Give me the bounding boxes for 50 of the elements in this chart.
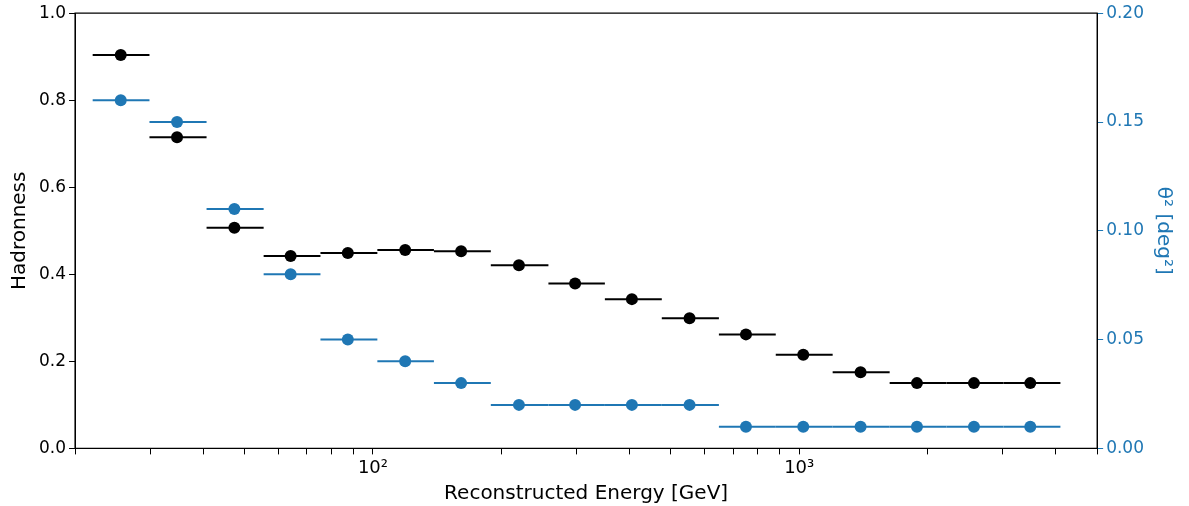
point: [341, 247, 354, 259]
point: [967, 420, 980, 433]
point: [910, 377, 923, 390]
point: [114, 48, 127, 61]
x-tick-label: 10²: [357, 455, 389, 477]
point: [797, 420, 810, 433]
point: [228, 221, 241, 234]
point: [399, 243, 412, 256]
point: [1024, 420, 1037, 433]
y-tick-label: 0.6: [38, 175, 67, 196]
point: [228, 203, 241, 216]
y-tick-label: 0.8: [38, 88, 67, 109]
point: [341, 333, 354, 346]
y-tick-label: 0.2: [38, 349, 67, 370]
point: [967, 377, 980, 390]
point: [854, 420, 867, 433]
point: [569, 398, 582, 411]
y2-tick-label: 0.20: [1106, 1, 1145, 22]
point: [625, 293, 638, 306]
point: [399, 355, 412, 368]
x-tick-label: 10³: [784, 455, 815, 477]
point: [910, 420, 923, 433]
point: [739, 328, 752, 341]
point: [683, 312, 696, 325]
y2-axis-title: θ² [deg²]: [1152, 186, 1177, 275]
x-axis-title: Reconstructed Energy [GeV]: [444, 480, 729, 505]
point: [683, 398, 696, 411]
point: [114, 94, 127, 107]
point: [284, 268, 297, 281]
y-tick-label: 0.0: [38, 436, 67, 457]
point: [284, 250, 297, 263]
point: [854, 366, 867, 379]
y-tick-label: 1.0: [38, 1, 67, 22]
point: [569, 277, 582, 290]
point: [1024, 377, 1037, 390]
point: [171, 116, 184, 128]
point: [797, 348, 810, 361]
y2-tick-label: 0.15: [1106, 110, 1145, 131]
y-axis-title: Hadronness: [6, 171, 31, 291]
point: [512, 398, 525, 411]
point: [739, 420, 752, 433]
y-tick-label: 0.4: [38, 262, 67, 283]
y2-tick-label: 0.00: [1106, 436, 1145, 457]
y2-tick-label: 0.10: [1106, 219, 1145, 240]
point: [455, 377, 468, 390]
point: [455, 245, 468, 258]
y2-tick-label: 0.05: [1106, 328, 1145, 349]
point: [512, 259, 525, 272]
point: [625, 398, 638, 411]
point: [171, 131, 184, 144]
